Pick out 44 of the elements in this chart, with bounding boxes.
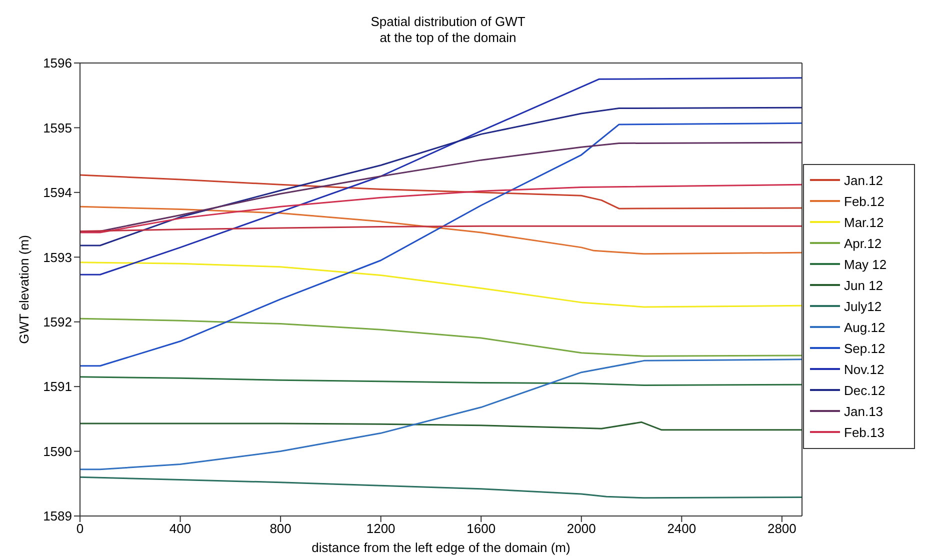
y-axis-title: GWT elevation (m) xyxy=(16,235,32,344)
legend-label: Feb.12 xyxy=(844,194,884,208)
line-series xyxy=(80,376,802,386)
y-tick-label: 1591 xyxy=(43,379,72,394)
y-tick-label: 1594 xyxy=(43,185,72,200)
y-tick-label: 1592 xyxy=(43,314,72,330)
y-tick-label: 1593 xyxy=(43,250,72,265)
line-series xyxy=(80,206,802,255)
line-series xyxy=(80,318,802,357)
x-tick-label: 1200 xyxy=(366,521,396,536)
line-series xyxy=(80,106,802,246)
legend-label: Jun 12 xyxy=(844,278,884,292)
x-tick-label: 1600 xyxy=(466,521,496,536)
x-tick-label: 2400 xyxy=(667,521,696,536)
x-tick-label: 800 xyxy=(270,521,292,536)
line-series xyxy=(80,174,802,210)
x-tick-label: 2800 xyxy=(767,521,796,536)
line-series xyxy=(80,476,802,499)
legend-label: Mar.12 xyxy=(844,214,884,230)
legend-label: Aug.12 xyxy=(844,320,886,334)
y-tick-label: 1596 xyxy=(43,56,72,71)
legend-label: Dec.12 xyxy=(844,382,886,398)
line-series xyxy=(80,77,802,276)
x-axis-title: distance from the left edge of the domain (m) xyxy=(312,540,570,555)
y-tick-label: 1595 xyxy=(43,120,72,136)
legend-label: Apr.12 xyxy=(844,236,882,250)
x-tick-label: 400 xyxy=(169,521,192,536)
line-series xyxy=(80,184,802,234)
legend-label: Jan.13 xyxy=(844,404,884,418)
y-tick-label: 1590 xyxy=(43,444,72,459)
x-tick-label: 2000 xyxy=(566,521,596,536)
line-series xyxy=(80,122,802,367)
legend-label: July12 xyxy=(844,298,882,314)
x-tick-label: 0 xyxy=(76,521,84,536)
legend-label: Feb.13 xyxy=(844,424,884,440)
line-series xyxy=(80,358,802,470)
legend-label: May 12 xyxy=(844,256,887,272)
legend-label: Sep.12 xyxy=(844,340,886,356)
line-series xyxy=(80,262,802,308)
legend-label: Nov.12 xyxy=(844,362,884,376)
legend-label: Jan.12 xyxy=(844,172,884,188)
chart-title: Spatial distribution of GWT at the top of the domain xyxy=(370,13,526,47)
y-tick-label: 1589 xyxy=(43,508,72,524)
line-series xyxy=(80,421,802,431)
